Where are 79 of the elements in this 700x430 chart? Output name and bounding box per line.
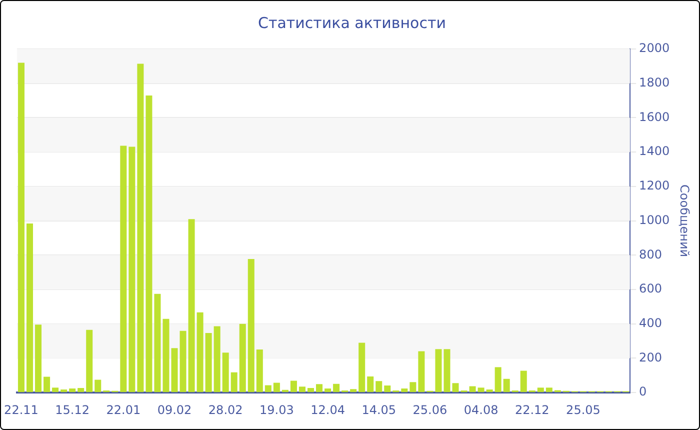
bar <box>503 378 510 392</box>
x-tick-label: 22.01 <box>106 402 141 417</box>
bar <box>18 62 24 392</box>
bar <box>188 219 195 392</box>
bar <box>333 384 340 392</box>
bar <box>358 342 366 392</box>
bar <box>205 332 212 392</box>
bar <box>546 388 552 392</box>
bar <box>120 146 127 392</box>
bar <box>86 330 93 392</box>
x-tick-label: 19.03 <box>260 402 294 417</box>
bar <box>248 258 254 392</box>
chart-title: Статистика активности <box>258 14 446 32</box>
x-tick-label: 09.02 <box>157 402 192 417</box>
bar <box>384 386 391 392</box>
bar <box>537 388 544 392</box>
bar <box>435 349 442 392</box>
bar <box>520 370 527 392</box>
x-tick-label: 28.02 <box>208 402 243 417</box>
bar <box>444 349 450 392</box>
bar <box>410 382 416 392</box>
bar <box>401 388 408 392</box>
bar <box>146 96 152 392</box>
y-tick-label: 1800 <box>639 75 670 90</box>
bar <box>469 386 476 392</box>
bar <box>154 294 161 392</box>
bar <box>316 384 323 392</box>
bar <box>44 376 50 392</box>
y-axis-title: Сообщений <box>678 184 692 258</box>
bar <box>452 383 459 392</box>
x-tick-label: 22.11 <box>4 402 38 417</box>
y-tick-label: 2000 <box>639 41 670 56</box>
x-tick-label: 12.04 <box>310 402 345 417</box>
y-tick-label: 1400 <box>639 144 670 158</box>
bar <box>350 389 357 392</box>
bar <box>35 324 42 392</box>
y-tick-label: 1000 <box>639 212 670 227</box>
y-tick-label: 600 <box>639 282 662 296</box>
bar <box>78 388 84 392</box>
bar <box>180 330 186 392</box>
x-tick-label: 25.06 <box>412 402 448 417</box>
bar <box>196 312 204 392</box>
bar <box>264 385 272 392</box>
x-tick-label: 22.12 <box>514 402 550 417</box>
bar <box>273 382 280 392</box>
bar <box>239 324 246 392</box>
y-tick-label: 800 <box>639 247 662 262</box>
x-tick-label: 04.08 <box>464 402 498 417</box>
y-tick-label: 1200 <box>639 178 670 193</box>
y-tick-label: 400 <box>639 316 662 330</box>
bar <box>69 388 76 392</box>
y-tick-label: 200 <box>639 350 662 364</box>
y-tick-label: 1600 <box>639 110 670 124</box>
bar <box>137 64 144 392</box>
bar <box>324 388 332 392</box>
bar <box>367 376 374 392</box>
bar <box>256 349 263 392</box>
bar <box>94 380 102 392</box>
bar <box>52 388 59 392</box>
bar <box>376 381 382 392</box>
x-tick-label: 25.05 <box>566 402 600 417</box>
bar <box>128 146 136 392</box>
bar <box>162 318 170 392</box>
bar <box>486 390 493 392</box>
bar <box>230 372 238 392</box>
bar <box>290 380 297 392</box>
bar <box>222 352 229 392</box>
bar <box>418 351 425 392</box>
y-tick-label: 0 <box>639 384 647 399</box>
bar <box>494 367 502 392</box>
x-tick-label: 15.12 <box>55 402 90 417</box>
bar <box>26 224 34 392</box>
bar <box>298 386 306 392</box>
bar <box>214 326 220 392</box>
bar <box>171 348 178 392</box>
bar <box>307 388 314 392</box>
bar <box>60 390 68 392</box>
x-tick-label: 14.05 <box>362 402 396 417</box>
bar <box>478 388 484 392</box>
